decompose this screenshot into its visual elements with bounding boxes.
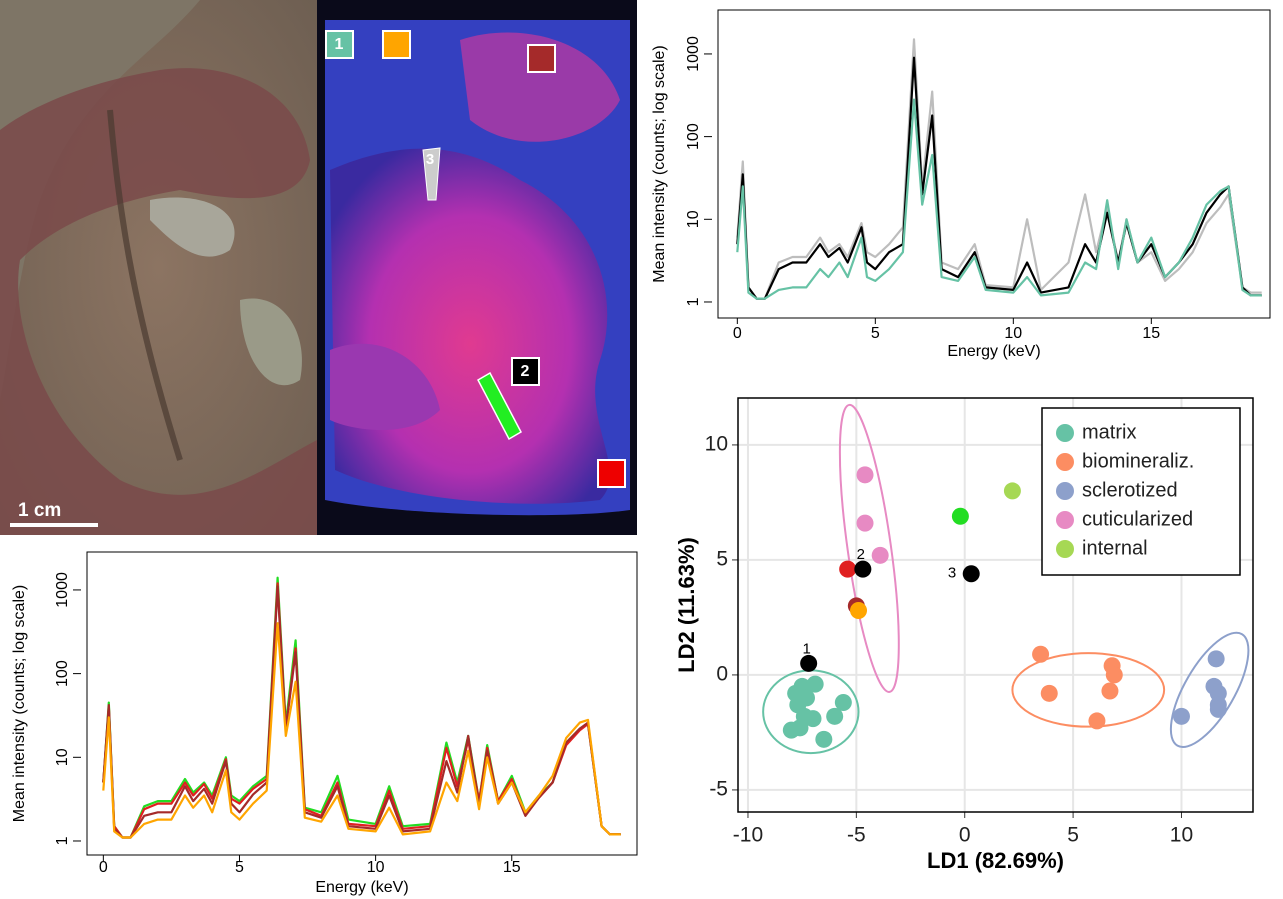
x-axis-label: LD1 (82.69%): [927, 848, 1064, 873]
legend-swatch: [1056, 482, 1074, 500]
y-tick-label: 0: [716, 662, 728, 685]
x-tick-label: 5: [871, 325, 880, 342]
region-label: 1: [335, 36, 344, 53]
x-tick-label: 15: [1142, 325, 1160, 342]
point: [1106, 666, 1123, 683]
y-tick-label: 10: [705, 432, 728, 455]
y-axis-label: LD2 (11.63%): [674, 537, 699, 673]
y-tick-label: 1: [685, 297, 702, 306]
point: [815, 731, 832, 748]
reference-point: [963, 565, 980, 582]
x-axis-label: Energy (keV): [947, 343, 1040, 360]
point: [783, 722, 800, 739]
point-label: 1: [802, 640, 810, 657]
x-tick-label: 0: [959, 824, 971, 847]
x-tick-label: 15: [503, 859, 521, 876]
x-tick-label: -5: [847, 824, 866, 847]
legend-label: cuticularized: [1082, 508, 1193, 530]
point-label: 2: [857, 546, 865, 563]
point: [1032, 646, 1049, 663]
x-tick-label: -10: [733, 824, 763, 847]
x-tick-label: 10: [1004, 325, 1022, 342]
x-axis-label: Energy (keV): [315, 879, 408, 896]
y-tick-label: 100: [685, 123, 702, 150]
reference-point: [839, 561, 856, 578]
x-tick-label: 0: [733, 325, 742, 342]
legend-swatch: [1056, 511, 1074, 529]
plot-frame: [718, 10, 1270, 318]
point: [1041, 685, 1058, 702]
y-tick-label: 10: [54, 748, 71, 766]
point: [1004, 482, 1021, 499]
y-tick-label: 1000: [685, 36, 702, 72]
point: [1173, 708, 1190, 725]
point: [857, 466, 874, 483]
legend-label: sclerotized: [1082, 479, 1178, 501]
point: [1088, 712, 1105, 729]
point: [1210, 701, 1227, 718]
point-label: 3: [948, 565, 956, 582]
y-tick-label: -5: [709, 777, 728, 800]
y-tick-label: 100: [54, 660, 71, 687]
point: [1208, 650, 1225, 667]
x-tick-label: 10: [1170, 824, 1193, 847]
legend-label: internal: [1082, 537, 1148, 559]
y-tick-label: 1000: [54, 572, 71, 608]
y-tick-label: 5: [716, 547, 728, 570]
x-tick-label: 10: [367, 859, 385, 876]
legend-label: matrix: [1082, 421, 1136, 443]
legend-label: biomineraliz.: [1082, 450, 1194, 472]
y-tick-label: 1: [54, 836, 71, 845]
x-tick-label: 5: [1067, 824, 1079, 847]
legend-swatch: [1056, 424, 1074, 442]
y-axis-label: Mean intensity (counts; log scale): [651, 45, 668, 282]
point: [857, 515, 874, 532]
point: [1101, 683, 1118, 700]
region-label: 3: [426, 151, 434, 168]
reference-point: [952, 508, 969, 525]
point: [872, 547, 889, 564]
plot-frame: [87, 552, 637, 855]
point: [835, 694, 852, 711]
y-axis-label: Mean intensity (counts; log scale): [11, 585, 28, 822]
reference-point: [850, 602, 867, 619]
scale-bar-label: 1 cm: [18, 500, 61, 521]
x-tick-label: 0: [99, 859, 108, 876]
region-label: 2: [521, 363, 530, 380]
legend-swatch: [1056, 453, 1074, 471]
reference-point: [854, 561, 871, 578]
x-tick-label: 5: [235, 859, 244, 876]
xrf-map: 1 2 3: [317, 0, 637, 535]
figure: 1 cm 1 2 3 0510151101001000Energy (keV)M…: [0, 0, 1283, 899]
reference-point: [800, 655, 817, 672]
fossil-photo: 1 cm: [0, 0, 317, 535]
point: [798, 689, 815, 706]
legend-swatch: [1056, 540, 1074, 558]
y-tick-label: 10: [685, 210, 702, 228]
